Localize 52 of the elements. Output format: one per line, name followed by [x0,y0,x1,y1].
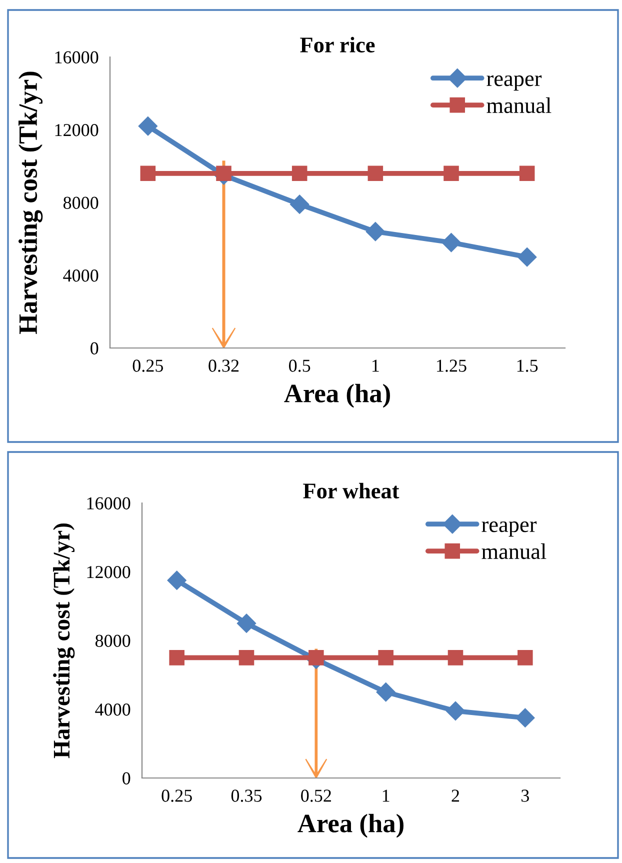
point [444,166,459,182]
y-tick-label: 0 [90,342,98,354]
point [519,166,535,182]
point [167,570,186,590]
legend-label: reaper [486,75,542,91]
x-tick-label: 0.32 [208,360,239,372]
y-axis-title: Harvesting cost (Tk/yr) [18,72,43,334]
point [446,701,466,720]
x-tick-label: 0.35 [231,790,262,802]
chart-title: For rice [300,36,375,52]
x-tick-label: 0.25 [162,790,192,802]
point [516,708,535,728]
chart-title: For wheat [303,482,400,498]
y-axis-title: Harvesting cost (Tk/yr) [53,524,75,758]
point [378,650,394,666]
legend-label: manual [486,97,552,114]
point [169,650,184,666]
point [292,166,308,182]
y-tick-label: 0 [122,772,130,784]
point [140,166,156,182]
x-axis-title: Area (ha) [298,814,404,838]
point [518,650,533,666]
y-tick-label: 16000 [87,497,130,510]
legend-label: reaper [482,521,537,537]
y-tick-label: 8000 [63,196,98,209]
y-tick-label: 4000 [63,270,98,282]
point [138,116,158,136]
x-tick-label: 0.25 [132,360,164,372]
x-tick-label: 0.5 [288,360,310,372]
legend-label: manual [482,543,546,560]
point [236,614,256,633]
point [238,650,254,666]
x-tick-label: 1.5 [517,360,538,372]
point [366,222,385,242]
point [376,682,396,702]
x-axis-title: Area (ha) [284,384,390,408]
y-tick-label: 4000 [95,704,130,716]
point [518,248,537,267]
y-tick-label: 12000 [87,566,130,578]
x-tick-label: 1.25 [437,360,466,372]
x-tick-label: 3 [522,790,529,802]
x-tick-label: 1 [382,790,390,802]
point [442,232,461,252]
y-tick-label: 12000 [55,124,98,136]
x-tick-label: 1 [372,360,379,372]
y-tick-label: 16000 [55,51,98,64]
x-tick-label: 0.52 [301,790,331,802]
y-tick-label: 8000 [95,634,130,647]
x-tick-label: 2 [452,790,460,802]
point [290,194,310,214]
point [448,650,464,666]
point [368,166,384,182]
